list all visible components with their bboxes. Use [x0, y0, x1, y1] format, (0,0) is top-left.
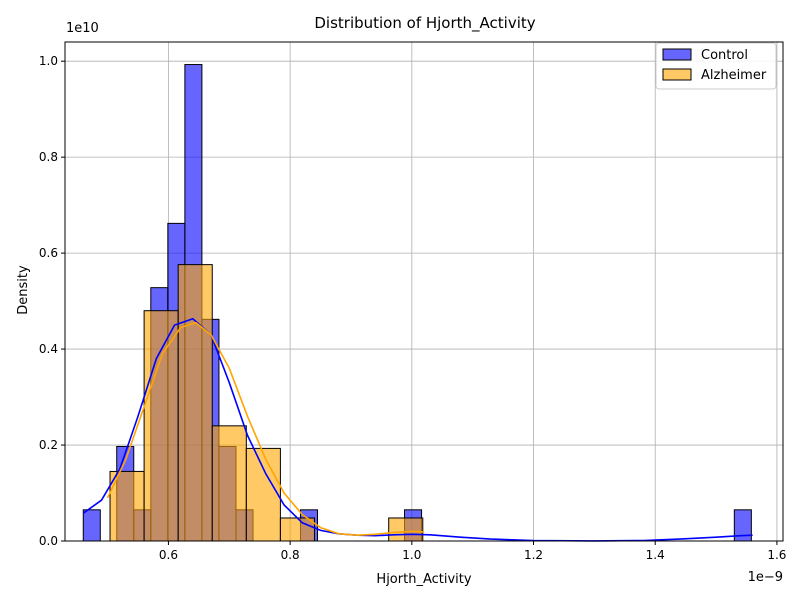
- y-tick-label: 0.8: [39, 150, 58, 164]
- x-offset-label: 1e−9: [748, 570, 783, 585]
- alzheimer-bar: [245, 447, 281, 542]
- y-tick-label: 0.0: [39, 534, 58, 548]
- x-tick-label: 1.4: [646, 548, 665, 562]
- y-ticks: 0.0 0.2 0.4 0.6 0.8 1.0: [39, 54, 65, 548]
- y-offset-label: 1e10: [66, 21, 99, 36]
- legend-label-alzheimer: Alzheimer: [701, 68, 767, 83]
- chart-title: Distribution of Hjorth_Activity: [314, 14, 535, 33]
- x-axis-label: Hjorth_Activity: [376, 572, 471, 587]
- alzheimer-kde-line: [106, 321, 425, 537]
- alzheimer-bar: [211, 425, 247, 542]
- y-axis-label: Density: [16, 265, 31, 315]
- alzheimer-bar: [279, 517, 315, 542]
- y-tick-label: 0.2: [39, 438, 58, 452]
- legend: Control Alzheimer: [655, 42, 777, 90]
- x-ticks: 0.6 0.8 1.0 1.2 1.4 1.6: [159, 541, 786, 562]
- plot-frame: [64, 41, 784, 542]
- x-tick-label: 0.8: [281, 548, 300, 562]
- alzheimer-bar: [177, 264, 213, 542]
- alzheimer-bar: [388, 517, 424, 542]
- legend-label-control: Control: [701, 48, 748, 63]
- control-bar: [82, 509, 101, 542]
- x-tick-label: 1.6: [767, 548, 786, 562]
- x-tick-label: 0.6: [159, 548, 178, 562]
- legend-swatch-alzheimer: [662, 68, 692, 81]
- x-tick-label: 1.0: [402, 548, 421, 562]
- alzheimer-bar: [143, 310, 179, 542]
- legend-swatch-control: [662, 48, 692, 61]
- x-tick-label: 1.2: [524, 548, 543, 562]
- y-tick-label: 0.6: [39, 246, 58, 260]
- y-tick-label: 0.4: [39, 342, 58, 356]
- y-tick-label: 1.0: [39, 54, 58, 68]
